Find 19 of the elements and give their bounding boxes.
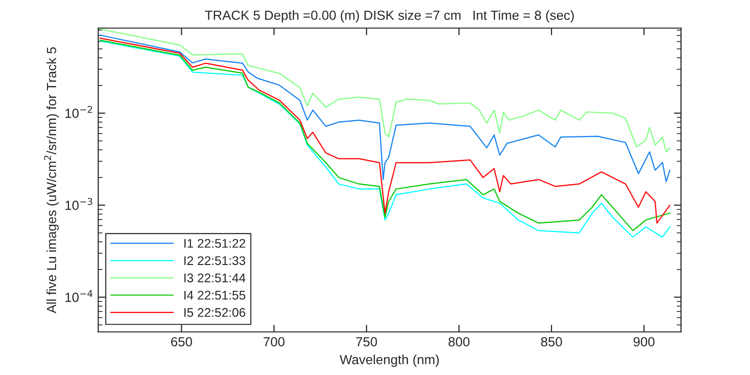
legend-label: I5 22:52:06	[184, 308, 246, 317]
y-tick-label: 10$^{−2}$	[66, 106, 92, 118]
legend-label: I1 22:51:22	[184, 238, 246, 248]
x-tick-label: 850	[541, 337, 562, 346]
line-series	[100, 28, 670, 152]
chart-title: TRACK 5 Depth =0.00 (m) DISK size =7 cm Int Time = 8 (sec)	[204, 10, 574, 23]
y-axis-title: All five Lu images (uW/cm$^{2}$/sr/nm) for Track 5	[44, 47, 59, 314]
y-tick-label: 10$^{−3}$	[66, 198, 92, 210]
x-tick-label: 650	[171, 337, 192, 346]
x-axis-title: Wavelength (nm)	[340, 354, 439, 367]
x-tick-label: 800	[448, 337, 470, 346]
x-tick-label: 900	[634, 337, 654, 346]
legend-label: I2 22:51:33	[184, 256, 246, 266]
legend-label: I4 22:51:55	[184, 290, 246, 300]
x-tick-label: 700	[264, 337, 284, 346]
x-tick-label: 750	[356, 337, 377, 346]
legend-label: I3 22:51:44	[184, 274, 246, 282]
line-series	[100, 34, 670, 182]
y-tick-label: 10$^{−4}$	[66, 290, 92, 302]
